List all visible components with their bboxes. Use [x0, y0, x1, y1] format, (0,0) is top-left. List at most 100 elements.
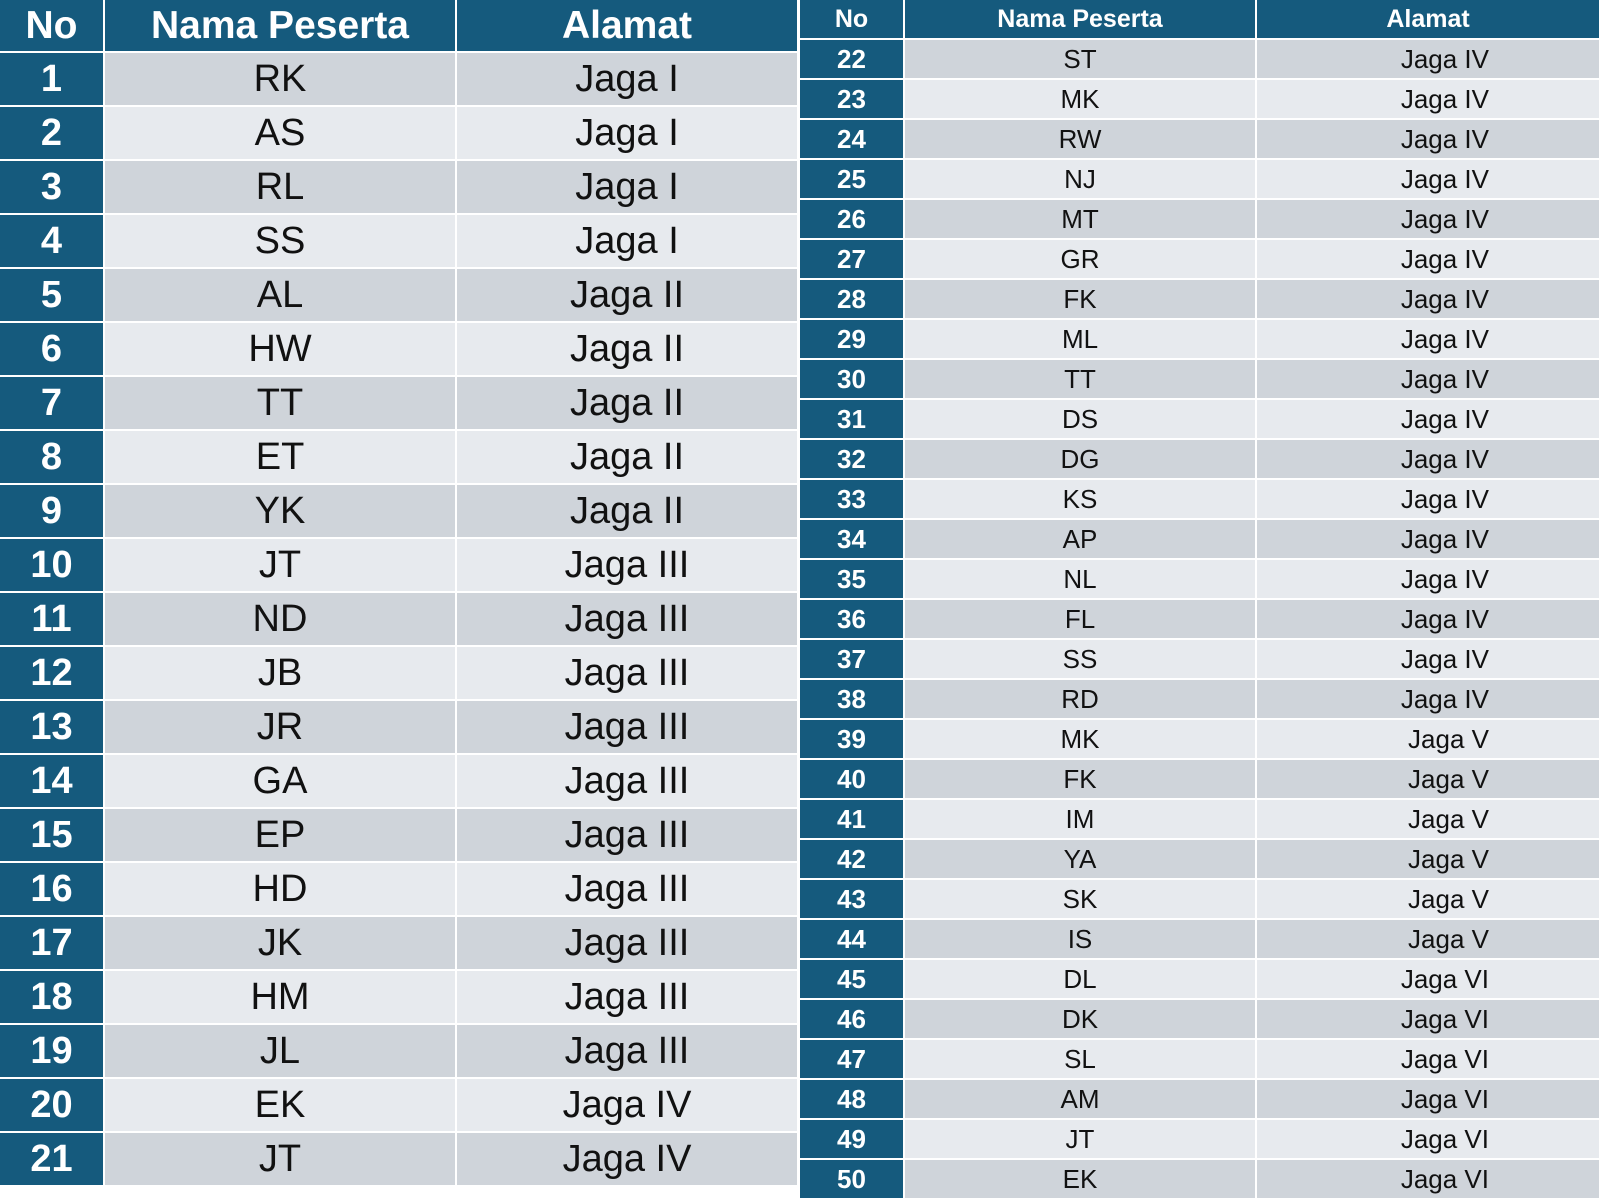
participant-address: Jaga I — [456, 214, 799, 269]
participant-name: SL — [904, 1039, 1257, 1080]
participant-name: FL — [904, 599, 1257, 640]
table-row: 37 SS Jaga IV — [800, 639, 1600, 680]
row-number: 10 — [0, 538, 105, 593]
participant-name: RD — [904, 679, 1257, 720]
participant-table-right: No Nama Peserta Alamat 22 ST Jaga IV 23 MK Ja… — [800, 0, 1600, 1200]
row-number: 14 — [0, 754, 105, 809]
table-row: 2 AS Jaga I — [0, 106, 799, 161]
participant-address: Jaga IV — [1256, 399, 1600, 440]
row-number: 2 — [0, 106, 105, 161]
row-number: 11 — [0, 592, 105, 647]
table-row: 40 FK Jaga V — [800, 759, 1600, 800]
participant-name: ET — [104, 430, 457, 485]
table-row: 36 FL Jaga IV — [800, 599, 1600, 640]
row-number: 29 — [800, 319, 905, 360]
participant-name: JT — [104, 1132, 457, 1187]
table-row: 42 YA Jaga V — [800, 839, 1600, 880]
participant-address: Jaga III — [456, 700, 799, 755]
row-number: 48 — [800, 1079, 905, 1120]
table-row: 6 HW Jaga II — [0, 322, 799, 377]
table-row: 1 RK Jaga I — [0, 52, 799, 107]
row-number: 33 — [800, 479, 905, 520]
participant-address: Jaga IV — [1256, 519, 1600, 560]
participant-address: Jaga IV — [1256, 39, 1600, 80]
participant-name: AS — [104, 106, 457, 161]
table-row: 44 IS Jaga V — [800, 919, 1600, 960]
row-number: 44 — [800, 919, 905, 960]
participant-address: Jaga II — [456, 376, 799, 431]
participant-address: Jaga V — [1256, 839, 1600, 880]
participant-address: Jaga VI — [1256, 999, 1600, 1040]
participant-name: DG — [904, 439, 1257, 480]
participant-name: EK — [104, 1078, 457, 1133]
table-row: 8 ET Jaga II — [0, 430, 799, 485]
participant-address: Jaga I — [456, 52, 799, 107]
participant-address: Jaga VI — [1256, 1119, 1600, 1160]
row-number: 17 — [0, 916, 105, 971]
participant-address: Jaga III — [456, 916, 799, 971]
table-row: 31 DS Jaga IV — [800, 399, 1600, 440]
row-number: 30 — [800, 359, 905, 400]
participant-address: Jaga V — [1256, 799, 1600, 840]
participant-address: Jaga III — [456, 538, 799, 593]
participant-name: RW — [904, 119, 1257, 160]
participant-table-left: No Nama Peserta Alamat 1 RK Jaga I 2 AS Jaga … — [0, 0, 799, 1187]
row-number: 23 — [800, 79, 905, 120]
table-row: 41 IM Jaga V — [800, 799, 1600, 840]
participant-name: ML — [904, 319, 1257, 360]
table-row: 12 JB Jaga III — [0, 646, 799, 701]
participant-name: MT — [904, 199, 1257, 240]
row-number: 38 — [800, 679, 905, 720]
header-no: No — [800, 0, 905, 40]
participant-address: Jaga V — [1256, 719, 1600, 760]
participant-address: Jaga III — [456, 808, 799, 863]
participant-address: Jaga IV — [1256, 439, 1600, 480]
participant-address: Jaga IV — [1256, 599, 1600, 640]
participant-address: Jaga IV — [456, 1132, 799, 1187]
row-number: 28 — [800, 279, 905, 320]
table-row: 47 SL Jaga VI — [800, 1039, 1600, 1080]
participant-address: Jaga II — [456, 484, 799, 539]
row-number: 16 — [0, 862, 105, 917]
row-number: 41 — [800, 799, 905, 840]
table-row: 26 MT Jaga IV — [800, 199, 1600, 240]
participant-name: YK — [104, 484, 457, 539]
table-row: 23 MK Jaga IV — [800, 79, 1600, 120]
row-number: 24 — [800, 119, 905, 160]
participant-address: Jaga V — [1256, 759, 1600, 800]
participant-name: SK — [904, 879, 1257, 920]
row-number: 21 — [0, 1132, 105, 1187]
row-number: 12 — [0, 646, 105, 701]
row-number: 50 — [800, 1159, 905, 1200]
table-row: 22 ST Jaga IV — [800, 39, 1600, 80]
participant-name: IM — [904, 799, 1257, 840]
table-row: 43 SK Jaga V — [800, 879, 1600, 920]
row-number: 36 — [800, 599, 905, 640]
participant-name: AP — [904, 519, 1257, 560]
participant-address: Jaga IV — [1256, 79, 1600, 120]
participant-name: DK — [904, 999, 1257, 1040]
table-row: 24 RW Jaga IV — [800, 119, 1600, 160]
participant-name: TT — [104, 376, 457, 431]
participant-address: Jaga IV — [1256, 679, 1600, 720]
table-row: 39 MK Jaga V — [800, 719, 1600, 760]
row-number: 42 — [800, 839, 905, 880]
participant-name: AL — [104, 268, 457, 323]
table-row: 5 AL Jaga II — [0, 268, 799, 323]
table-row: 45 DL Jaga VI — [800, 959, 1600, 1000]
table-row: 38 RD Jaga IV — [800, 679, 1600, 720]
table-row: 15 EP Jaga III — [0, 808, 799, 863]
row-number: 25 — [800, 159, 905, 200]
participant-address: Jaga VI — [1256, 1159, 1600, 1200]
table-row: 33 KS Jaga IV — [800, 479, 1600, 520]
participant-address: Jaga IV — [1256, 279, 1600, 320]
table-row: 16 HD Jaga III — [0, 862, 799, 917]
table-row: 27 GR Jaga IV — [800, 239, 1600, 280]
participant-name: MK — [904, 719, 1257, 760]
table-row: 10 JT Jaga III — [0, 538, 799, 593]
participant-address: Jaga I — [456, 160, 799, 215]
participant-address: Jaga IV — [1256, 319, 1600, 360]
participant-address: Jaga I — [456, 106, 799, 161]
header-no: No — [0, 0, 105, 53]
table-row: 28 FK Jaga IV — [800, 279, 1600, 320]
